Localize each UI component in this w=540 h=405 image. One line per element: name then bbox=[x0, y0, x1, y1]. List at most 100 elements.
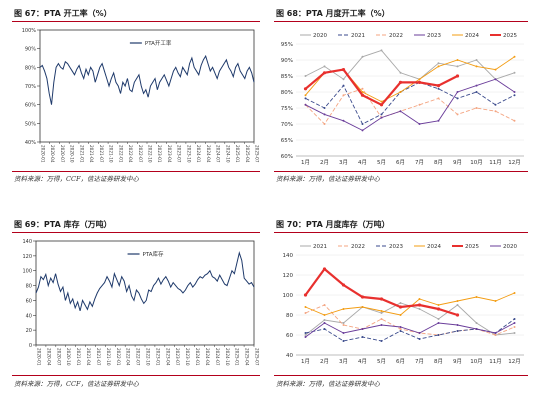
y-tick-label: 95% bbox=[281, 42, 293, 48]
series-point-2025 bbox=[303, 293, 308, 297]
x-tick-label: 2025-04 bbox=[245, 145, 250, 163]
series-point-2024 bbox=[475, 65, 478, 68]
series-point-2022 bbox=[342, 324, 345, 326]
series-point-2025 bbox=[398, 305, 403, 309]
series-point-2020 bbox=[304, 336, 307, 338]
x-tick-label: 2024-01 bbox=[195, 348, 200, 366]
y-tick-label: 0 bbox=[29, 343, 32, 349]
series-point-2024 bbox=[399, 314, 402, 316]
y-tick-label: 140 bbox=[283, 253, 294, 259]
series-point-2025 bbox=[398, 80, 403, 84]
y-tick-label: 60 bbox=[26, 298, 32, 304]
series-point-2021 bbox=[323, 107, 326, 109]
series-point-2023 bbox=[418, 123, 421, 125]
series-point-2024 bbox=[304, 94, 307, 97]
series-point-2021 bbox=[380, 312, 383, 314]
series-point-2024 bbox=[380, 310, 383, 312]
series-point-2023 bbox=[513, 91, 516, 93]
series-point-2021 bbox=[475, 322, 478, 324]
x-tick-label: 2020-01 bbox=[37, 348, 42, 366]
x-tick-label: 2021-04 bbox=[86, 348, 91, 366]
y-tick-label: 40% bbox=[25, 140, 36, 146]
source-note: 资料来源：万得，信达证券研发中心 bbox=[276, 175, 380, 183]
series-point-2020 bbox=[361, 328, 364, 330]
x-tick-label: 7月 bbox=[415, 358, 424, 365]
series-point-2025 bbox=[436, 84, 441, 88]
series-point-2021 bbox=[456, 304, 459, 306]
x-tick-label: 8月 bbox=[434, 159, 443, 166]
series-point-2021 bbox=[342, 322, 345, 324]
title-rule bbox=[274, 21, 528, 22]
series-point-2023 bbox=[437, 119, 440, 122]
series-point-2023 bbox=[399, 110, 402, 113]
x-tick-label: 2021-04 bbox=[89, 145, 94, 163]
source-note: 资料来源：万得，信达证券研发中心 bbox=[276, 380, 380, 388]
x-tick-label: 2024-04 bbox=[206, 145, 211, 163]
series-point-2020 bbox=[494, 332, 497, 334]
series-point-2023 bbox=[437, 334, 440, 336]
y-tick-label: 60 bbox=[286, 333, 293, 339]
x-tick-label: 2023-07 bbox=[177, 145, 182, 163]
x-tick-label: 2020-07 bbox=[60, 145, 65, 163]
series-point-2025 bbox=[341, 68, 346, 72]
series-point-2023 bbox=[456, 91, 459, 93]
series-point-2022 bbox=[456, 113, 459, 116]
x-tick-label: 2022-10 bbox=[148, 145, 153, 163]
legend-label: 2025 bbox=[465, 244, 479, 250]
series-point-2022 bbox=[437, 97, 440, 100]
series-point-2023 bbox=[361, 129, 364, 132]
x-tick-label: 10月 bbox=[470, 159, 483, 166]
series-point-2020 bbox=[380, 49, 383, 52]
series-point-2021 bbox=[304, 97, 307, 100]
series-point-2020 bbox=[418, 332, 421, 334]
legend-label: 2020 bbox=[503, 244, 517, 250]
y-tick-label: 20 bbox=[26, 328, 32, 334]
x-tick-label: 2020-01 bbox=[41, 145, 46, 163]
series-line-2020 bbox=[305, 49, 515, 80]
series-point-2025 bbox=[360, 93, 365, 97]
x-tick-label: 2025-01 bbox=[235, 145, 240, 163]
y-tick-label: 80 bbox=[26, 284, 32, 290]
series-point-2023 bbox=[456, 330, 459, 332]
series-point-2022 bbox=[361, 87, 364, 90]
y-tick-label: 80% bbox=[281, 90, 293, 96]
x-tick-label: 1月 bbox=[301, 358, 310, 365]
series-point-2025 bbox=[417, 303, 422, 307]
series-point-2020 bbox=[475, 59, 478, 61]
x-tick-label: 2025-07 bbox=[255, 145, 260, 163]
series-line-2024 bbox=[305, 56, 515, 103]
series-point-2020 bbox=[437, 322, 440, 324]
x-tick-label: 2024-01 bbox=[196, 145, 201, 163]
series-point-2020 bbox=[456, 65, 459, 68]
series-point-2020 bbox=[513, 71, 516, 74]
series-point-2021 bbox=[456, 97, 459, 100]
x-tick-label: 2023-01 bbox=[157, 145, 162, 163]
series-point-2021 bbox=[513, 94, 516, 97]
source-rule bbox=[12, 171, 260, 172]
x-tick-label: 2023-10 bbox=[185, 348, 190, 366]
series-point-2020 bbox=[475, 328, 478, 330]
legend-label: 2023 bbox=[389, 244, 403, 250]
y-tick-label: 80% bbox=[25, 65, 36, 71]
series-point-2025 bbox=[379, 103, 384, 107]
series-point-2024 bbox=[494, 300, 497, 302]
x-tick-label: 2021-07 bbox=[96, 348, 101, 366]
series-point-2024 bbox=[342, 308, 345, 310]
y-tick-label: 80 bbox=[286, 313, 293, 319]
series-point-2021 bbox=[399, 302, 402, 304]
series-point-2021 bbox=[304, 334, 307, 336]
series-point-2023 bbox=[494, 78, 497, 81]
series-point-2024 bbox=[475, 296, 478, 298]
series-point-2021 bbox=[475, 91, 478, 93]
x-tick-label: 2020-07 bbox=[56, 348, 61, 366]
x-tick-label: 2021-10 bbox=[106, 348, 111, 366]
series-point-2020 bbox=[437, 62, 440, 65]
series-point-2020 bbox=[342, 78, 345, 81]
series-line-PTA开工率 bbox=[39, 54, 255, 105]
series-point-2025 bbox=[322, 71, 327, 75]
x-tick-label: 4月 bbox=[358, 358, 367, 365]
legend-label: 2022 bbox=[389, 33, 403, 39]
series-point-2022 bbox=[399, 328, 402, 330]
series-point-2023 bbox=[342, 340, 345, 342]
series-point-2023 bbox=[323, 328, 326, 330]
